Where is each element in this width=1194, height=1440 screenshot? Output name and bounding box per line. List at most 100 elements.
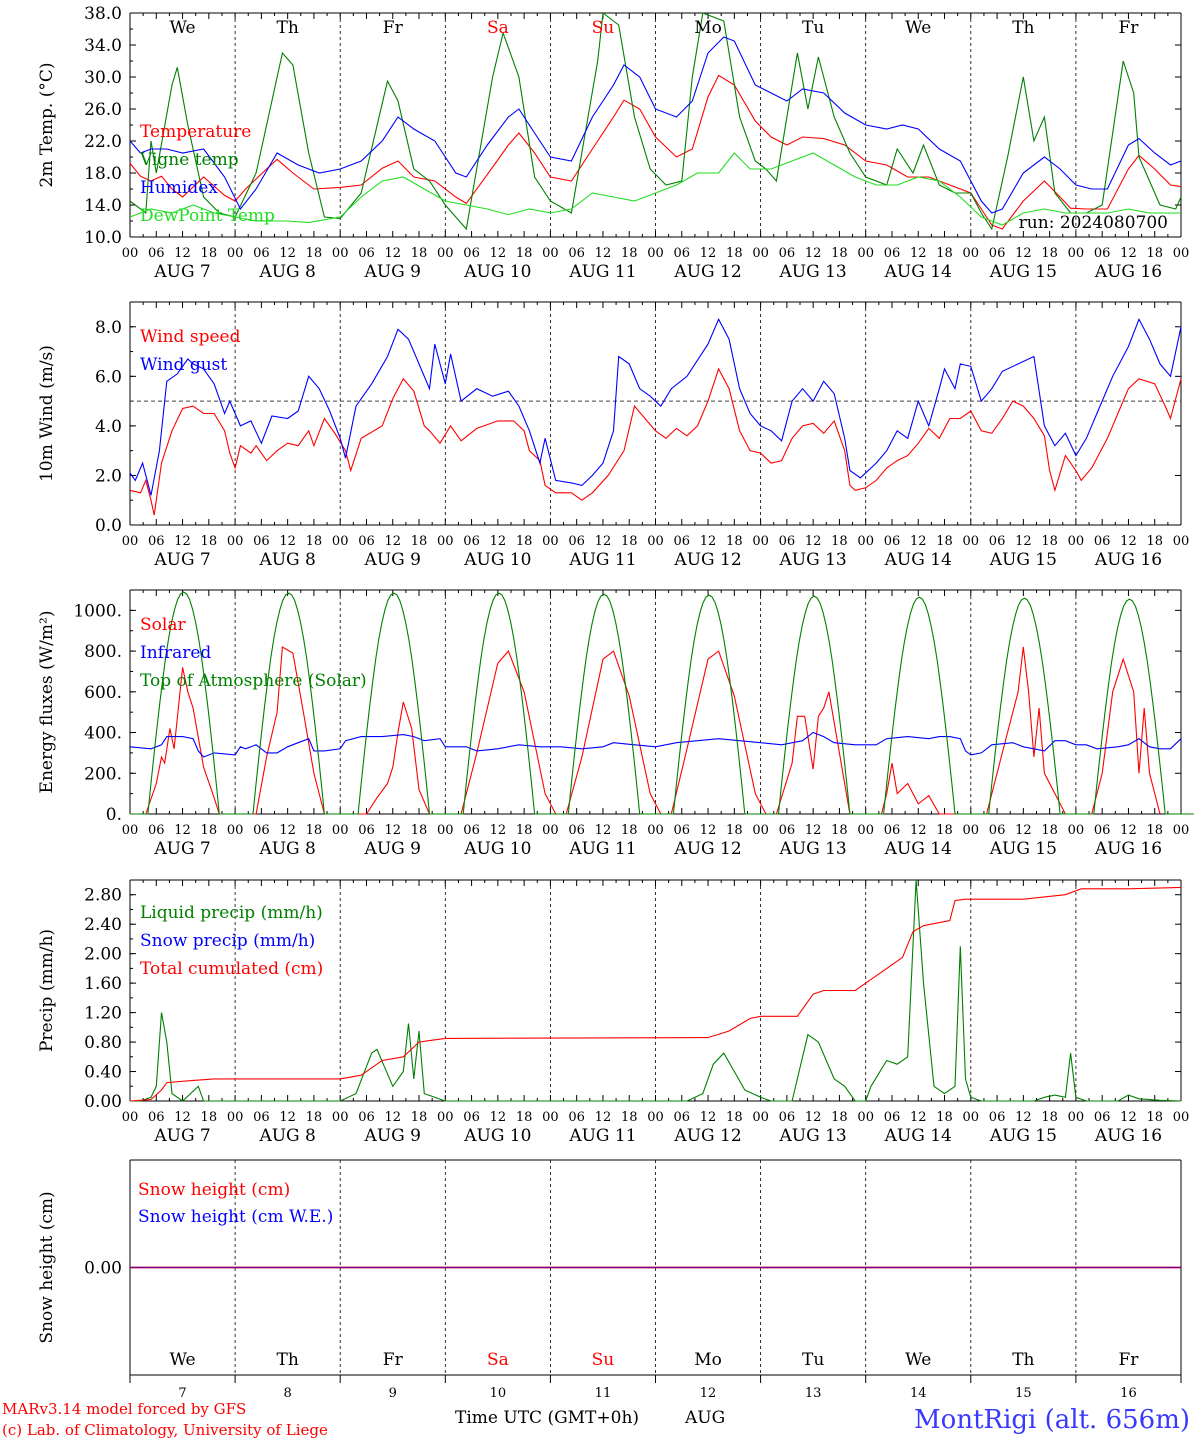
x-tick-label: 12 <box>910 534 927 549</box>
x-tick-label: 12 <box>174 246 191 261</box>
x-tick-label: 18 <box>726 1110 743 1125</box>
legend-entry: Snow height (cm W.E.) <box>138 1207 333 1227</box>
x-tick-label: 18 <box>411 1110 428 1125</box>
x-tick-label: 06 <box>568 1110 585 1125</box>
x-tick-label: 18 <box>1146 534 1163 549</box>
x-tick-label: 12 <box>595 534 612 549</box>
x-tick-label: 00 <box>752 823 769 838</box>
y-axis-title: Snow height (cm) <box>37 1191 57 1343</box>
x-tick-label: 06 <box>1094 823 1111 838</box>
x-tick-label: 06 <box>253 246 270 261</box>
x-tick-label: 06 <box>1094 1110 1111 1125</box>
day-name-top: Th <box>277 18 299 38</box>
legend-entry: Infrared <box>140 643 211 663</box>
date-label: AUG 12 <box>673 262 741 282</box>
day-name-bottom: Mo <box>694 1350 722 1370</box>
x-tick-label: 18 <box>411 246 428 261</box>
x-tick-label: 06 <box>358 1110 375 1125</box>
x-tick-label: 18 <box>201 534 218 549</box>
day-number: 7 <box>178 1386 186 1401</box>
x-tick-label: 18 <box>516 823 533 838</box>
x-tick-label: 18 <box>201 1110 218 1125</box>
x-tick-label: 12 <box>595 246 612 261</box>
date-label: AUG 11 <box>568 1126 636 1146</box>
x-tick-label: 00 <box>647 534 664 549</box>
x-tick-label: 06 <box>674 246 691 261</box>
x-tick-label: 18 <box>621 823 638 838</box>
x-tick-label: 12 <box>700 823 717 838</box>
day-name-top: Th <box>1012 18 1034 38</box>
date-label: AUG 9 <box>364 1126 421 1146</box>
panel-3: 00 06 12 18 00 06 12 18 00 06 12 18 00 06 12 18 00 06 12 18… <box>37 589 1194 859</box>
x-tick-label: 12 <box>384 534 401 549</box>
x-tick-label: 18 <box>306 823 323 838</box>
x-tick-label: 06 <box>148 1110 165 1125</box>
x-tick-label: 12 <box>279 534 296 549</box>
panel-2: 00 06 12 18 00 06 12 18 00 06 12 18 00 06 12 18 00 06 12 18… <box>37 301 1189 570</box>
date-label: AUG 16 <box>1094 550 1162 570</box>
x-tick-label: 00 <box>122 823 139 838</box>
legend-entry: Snow precip (mm/h) <box>140 931 315 951</box>
x-tick-label: 00 <box>1068 1110 1085 1125</box>
y-tick-label: 0.00 <box>84 1092 122 1112</box>
x-tick-label: 06 <box>253 534 270 549</box>
x-tick-label: 18 <box>516 534 533 549</box>
day-name-bottom: Th <box>1012 1350 1034 1370</box>
panel-4: 00 06 12 18 00 06 12 18 00 06 12 18 00 06 12 18 00 06 12 18… <box>37 879 1189 1146</box>
y-tick-label: 4.0 <box>95 417 122 437</box>
x-tick-label: 12 <box>174 534 191 549</box>
x-tick-label: 06 <box>253 1110 270 1125</box>
x-tick-label: 06 <box>148 246 165 261</box>
x-tick-label: 06 <box>358 823 375 838</box>
day-name-top: Fr <box>1118 18 1139 38</box>
x-tick-label: 00 <box>857 1110 874 1125</box>
x-tick-label: 00 <box>752 1110 769 1125</box>
x-tick-label: 00 <box>963 246 980 261</box>
y-tick-label: 10.0 <box>84 228 122 248</box>
x-tick-label: 12 <box>1015 246 1032 261</box>
x-tick-label: 12 <box>384 1110 401 1125</box>
x-tick-label: 06 <box>884 1110 901 1125</box>
footer-lab: (c) Lab. of Climatology, University of L… <box>2 1421 328 1439</box>
x-tick-label: 12 <box>595 823 612 838</box>
date-label: AUG 15 <box>989 262 1057 282</box>
y-tick-label: 18.0 <box>84 164 122 184</box>
x-tick-label: 00 <box>542 823 559 838</box>
y-axis-title: Energy fluxes (W/m²) <box>37 611 57 794</box>
y-axis-title: 2m Temp. (°C) <box>37 62 57 187</box>
y-tick-label: 2.00 <box>84 945 122 965</box>
x-tick-label: 12 <box>1015 534 1032 549</box>
x-tick-label: 12 <box>595 1110 612 1125</box>
x-tick-label: 06 <box>674 823 691 838</box>
day-number: 16 <box>1120 1386 1137 1401</box>
x-tick-label: 06 <box>779 1110 796 1125</box>
x-tick-label: 00 <box>1173 823 1190 838</box>
day-name-bottom: Tu <box>802 1350 824 1370</box>
x-tick-label: 00 <box>752 246 769 261</box>
x-tick-label: 00 <box>1068 246 1085 261</box>
y-tick-label: 200. <box>84 764 122 784</box>
day-number: 15 <box>1015 1386 1032 1401</box>
x-tick-label: 00 <box>542 1110 559 1125</box>
x-tick-label: 00 <box>1068 534 1085 549</box>
day-name-top: Tu <box>802 18 824 38</box>
x-tick-label: 00 <box>647 246 664 261</box>
date-label: AUG 16 <box>1094 839 1162 859</box>
x-tick-label: 12 <box>805 1110 822 1125</box>
x-tick-label: 12 <box>1120 534 1137 549</box>
day-number: 11 <box>595 1386 612 1401</box>
date-label: AUG 11 <box>568 550 636 570</box>
x-tick-label: 00 <box>227 1110 244 1125</box>
date-label: AUG 13 <box>779 1126 847 1146</box>
series-top-of-atmosphere-solar- <box>130 591 1194 815</box>
legend-entry: Top of Atmosphere (Solar) <box>140 671 367 691</box>
day-name-top: Mo <box>694 18 722 38</box>
x-tick-label: 06 <box>884 534 901 549</box>
legend-entry: Humidex <box>140 178 218 198</box>
x-tick-label: 00 <box>437 1110 454 1125</box>
x-tick-label: 00 <box>542 246 559 261</box>
x-tick-label: 18 <box>726 246 743 261</box>
series-temperature <box>129 74 1182 230</box>
x-tick-label: 00 <box>332 246 349 261</box>
